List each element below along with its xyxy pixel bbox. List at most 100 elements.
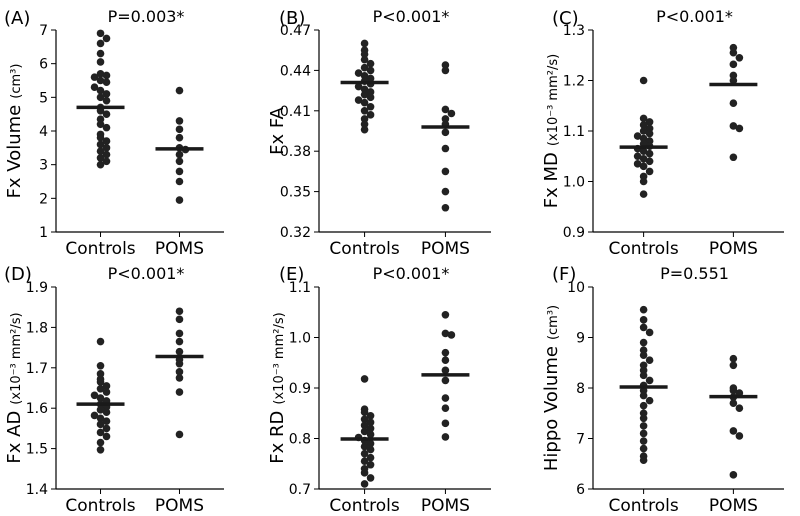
data-point	[175, 359, 184, 368]
data-point	[360, 39, 369, 48]
data-point	[102, 382, 111, 390]
data-point	[102, 424, 111, 433]
data-point	[645, 118, 654, 126]
y-tick-label: 1.0	[289, 331, 311, 347]
data-point	[96, 140, 105, 149]
data-point	[639, 114, 648, 123]
y-tick-label: 1.3	[563, 23, 585, 39]
data-point	[175, 307, 184, 316]
data-point	[354, 96, 363, 104]
data-point	[729, 427, 738, 435]
y-tick-label: 6	[39, 57, 48, 73]
y-tick-label: 0.32	[280, 225, 311, 241]
data-point	[645, 396, 654, 405]
y-tick-label: 1.1	[563, 124, 585, 140]
data-point	[96, 133, 105, 142]
chart-panel-6: 6 7 8 9 10 Controls POMS P=0.551 (F) Hippo Volume…	[541, 264, 784, 516]
data-point	[366, 411, 375, 420]
data-point	[639, 162, 648, 171]
data-point	[96, 49, 105, 58]
data-point	[175, 337, 184, 346]
data-point	[96, 420, 105, 429]
data-point	[96, 438, 105, 447]
category-label: Controls	[65, 496, 135, 512]
panel-label: (B)	[279, 8, 305, 29]
data-point	[354, 82, 363, 91]
data-point	[90, 411, 99, 420]
data-point	[441, 419, 450, 428]
data-point	[639, 429, 648, 438]
data-point	[360, 85, 369, 94]
data-point	[729, 48, 738, 57]
data-point	[639, 121, 648, 129]
data-point	[175, 117, 184, 125]
data-point	[441, 187, 450, 196]
data-point	[645, 356, 654, 365]
data-point	[729, 76, 738, 85]
data-point	[639, 190, 648, 198]
data-point	[441, 310, 450, 319]
data-point	[360, 408, 369, 417]
y-tick-label: 5	[39, 90, 48, 106]
data-point	[633, 132, 642, 140]
data-point	[729, 361, 738, 370]
y-tick-label: 9	[576, 331, 585, 347]
data-point	[366, 460, 375, 469]
data-point	[102, 123, 111, 132]
data-point	[645, 149, 654, 158]
category-label: Controls	[329, 239, 399, 259]
data-point	[729, 60, 738, 69]
data-point	[96, 378, 105, 386]
data-point	[175, 347, 184, 356]
y-tick-label: 0.47	[280, 23, 311, 39]
data-point	[366, 430, 375, 439]
y-axis-label-unit: (x10⁻³ mm²/s)	[9, 312, 24, 404]
data-point	[639, 414, 648, 423]
data-point	[366, 439, 375, 448]
data-point	[639, 338, 648, 347]
y-axis-label: Fx AD (x10⁻³ mm²/s)	[4, 312, 25, 463]
data-point	[102, 78, 111, 86]
data-point	[96, 414, 105, 423]
y-tick-label: 1	[39, 225, 48, 241]
data-point	[729, 471, 738, 479]
y-tick-label: 0.35	[280, 185, 311, 201]
data-point	[639, 316, 648, 324]
data-point	[360, 421, 369, 430]
p-value-title: P<0.001*	[656, 7, 733, 26]
data-point	[102, 157, 111, 166]
data-point	[639, 147, 648, 155]
category-label: POMS	[421, 239, 470, 259]
data-point	[102, 96, 111, 105]
p-value-title: P=0.003*	[108, 7, 185, 26]
data-point	[175, 196, 184, 204]
data-point	[441, 66, 450, 75]
y-tick-label: 1.4	[26, 482, 48, 498]
y-axis-label-main: Fx FA	[267, 106, 288, 154]
y-tick-label: 1.2	[563, 74, 585, 90]
data-point	[96, 160, 105, 169]
data-point	[360, 107, 369, 115]
data-point	[96, 86, 105, 95]
data-point	[102, 417, 111, 425]
data-point	[102, 137, 111, 145]
data-point	[441, 366, 450, 375]
data-point	[360, 427, 369, 436]
data-point	[639, 371, 648, 380]
data-point	[366, 74, 375, 83]
y-tick-label: 0.9	[563, 225, 585, 241]
data-point	[441, 348, 450, 357]
category-label: Controls	[608, 496, 678, 512]
data-point	[366, 474, 375, 482]
panel-label: (F)	[552, 264, 576, 285]
y-tick-label: 6	[576, 482, 585, 498]
data-point	[639, 351, 648, 359]
data-point	[639, 437, 648, 445]
data-point	[360, 480, 369, 488]
data-point	[96, 58, 105, 66]
data-point	[360, 415, 369, 424]
data-point	[729, 386, 738, 395]
data-point	[639, 323, 648, 332]
data-point	[360, 98, 369, 107]
data-point	[102, 432, 111, 441]
